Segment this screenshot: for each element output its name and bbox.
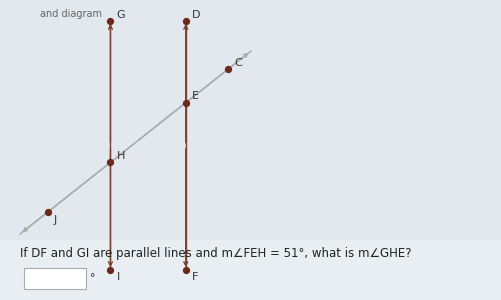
Point — [181, 19, 189, 23]
Text: If DF and GI are parallel lines and m∠FEH = 51°, what is m∠GHE?: If DF and GI are parallel lines and m∠FE… — [20, 248, 411, 260]
FancyBboxPatch shape — [0, 0, 501, 246]
Text: I: I — [116, 272, 119, 281]
Point — [106, 19, 114, 23]
FancyBboxPatch shape — [0, 240, 501, 300]
Text: J: J — [54, 215, 57, 225]
Point — [106, 160, 114, 165]
Text: F: F — [191, 272, 198, 281]
Point — [223, 67, 231, 72]
Point — [44, 210, 52, 214]
Text: E: E — [191, 91, 198, 101]
Point — [181, 268, 189, 272]
Text: D: D — [191, 10, 200, 20]
Text: C: C — [233, 58, 241, 68]
Text: and diagram: and diagram — [40, 9, 102, 19]
Text: °: ° — [90, 273, 96, 283]
Point — [181, 100, 189, 105]
Text: G: G — [116, 10, 125, 20]
FancyBboxPatch shape — [24, 268, 86, 289]
Point — [106, 268, 114, 272]
Text: H: H — [116, 151, 125, 161]
